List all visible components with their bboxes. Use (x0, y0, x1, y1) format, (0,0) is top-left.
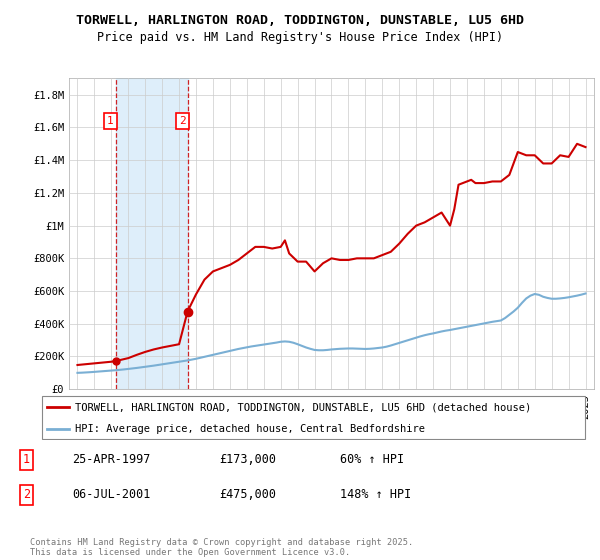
Text: 1: 1 (107, 116, 114, 127)
Bar (116, 78, 188, 389)
Text: 2: 2 (23, 488, 30, 501)
Text: 25-APR-1997: 25-APR-1997 (73, 453, 151, 466)
Text: £173,000: £173,000 (220, 453, 277, 466)
Text: Price paid vs. HM Land Registry's House Price Index (HPI): Price paid vs. HM Land Registry's House … (97, 31, 503, 44)
Text: TORWELL, HARLINGTON ROAD, TODDINGTON, DUNSTABLE, LU5 6HD (detached house): TORWELL, HARLINGTON ROAD, TODDINGTON, DU… (75, 402, 531, 412)
Text: 06-JUL-2001: 06-JUL-2001 (73, 488, 151, 501)
Text: 2: 2 (179, 116, 186, 127)
Text: 148% ↑ HPI: 148% ↑ HPI (340, 488, 412, 501)
Text: HPI: Average price, detached house, Central Bedfordshire: HPI: Average price, detached house, Cent… (75, 424, 425, 434)
Text: TORWELL, HARLINGTON ROAD, TODDINGTON, DUNSTABLE, LU5 6HD: TORWELL, HARLINGTON ROAD, TODDINGTON, DU… (76, 14, 524, 27)
Text: Contains HM Land Registry data © Crown copyright and database right 2025.
This d: Contains HM Land Registry data © Crown c… (30, 538, 413, 557)
FancyBboxPatch shape (42, 396, 586, 438)
Text: 1: 1 (23, 453, 30, 466)
Text: 60% ↑ HPI: 60% ↑ HPI (340, 453, 404, 466)
Text: £475,000: £475,000 (220, 488, 277, 501)
